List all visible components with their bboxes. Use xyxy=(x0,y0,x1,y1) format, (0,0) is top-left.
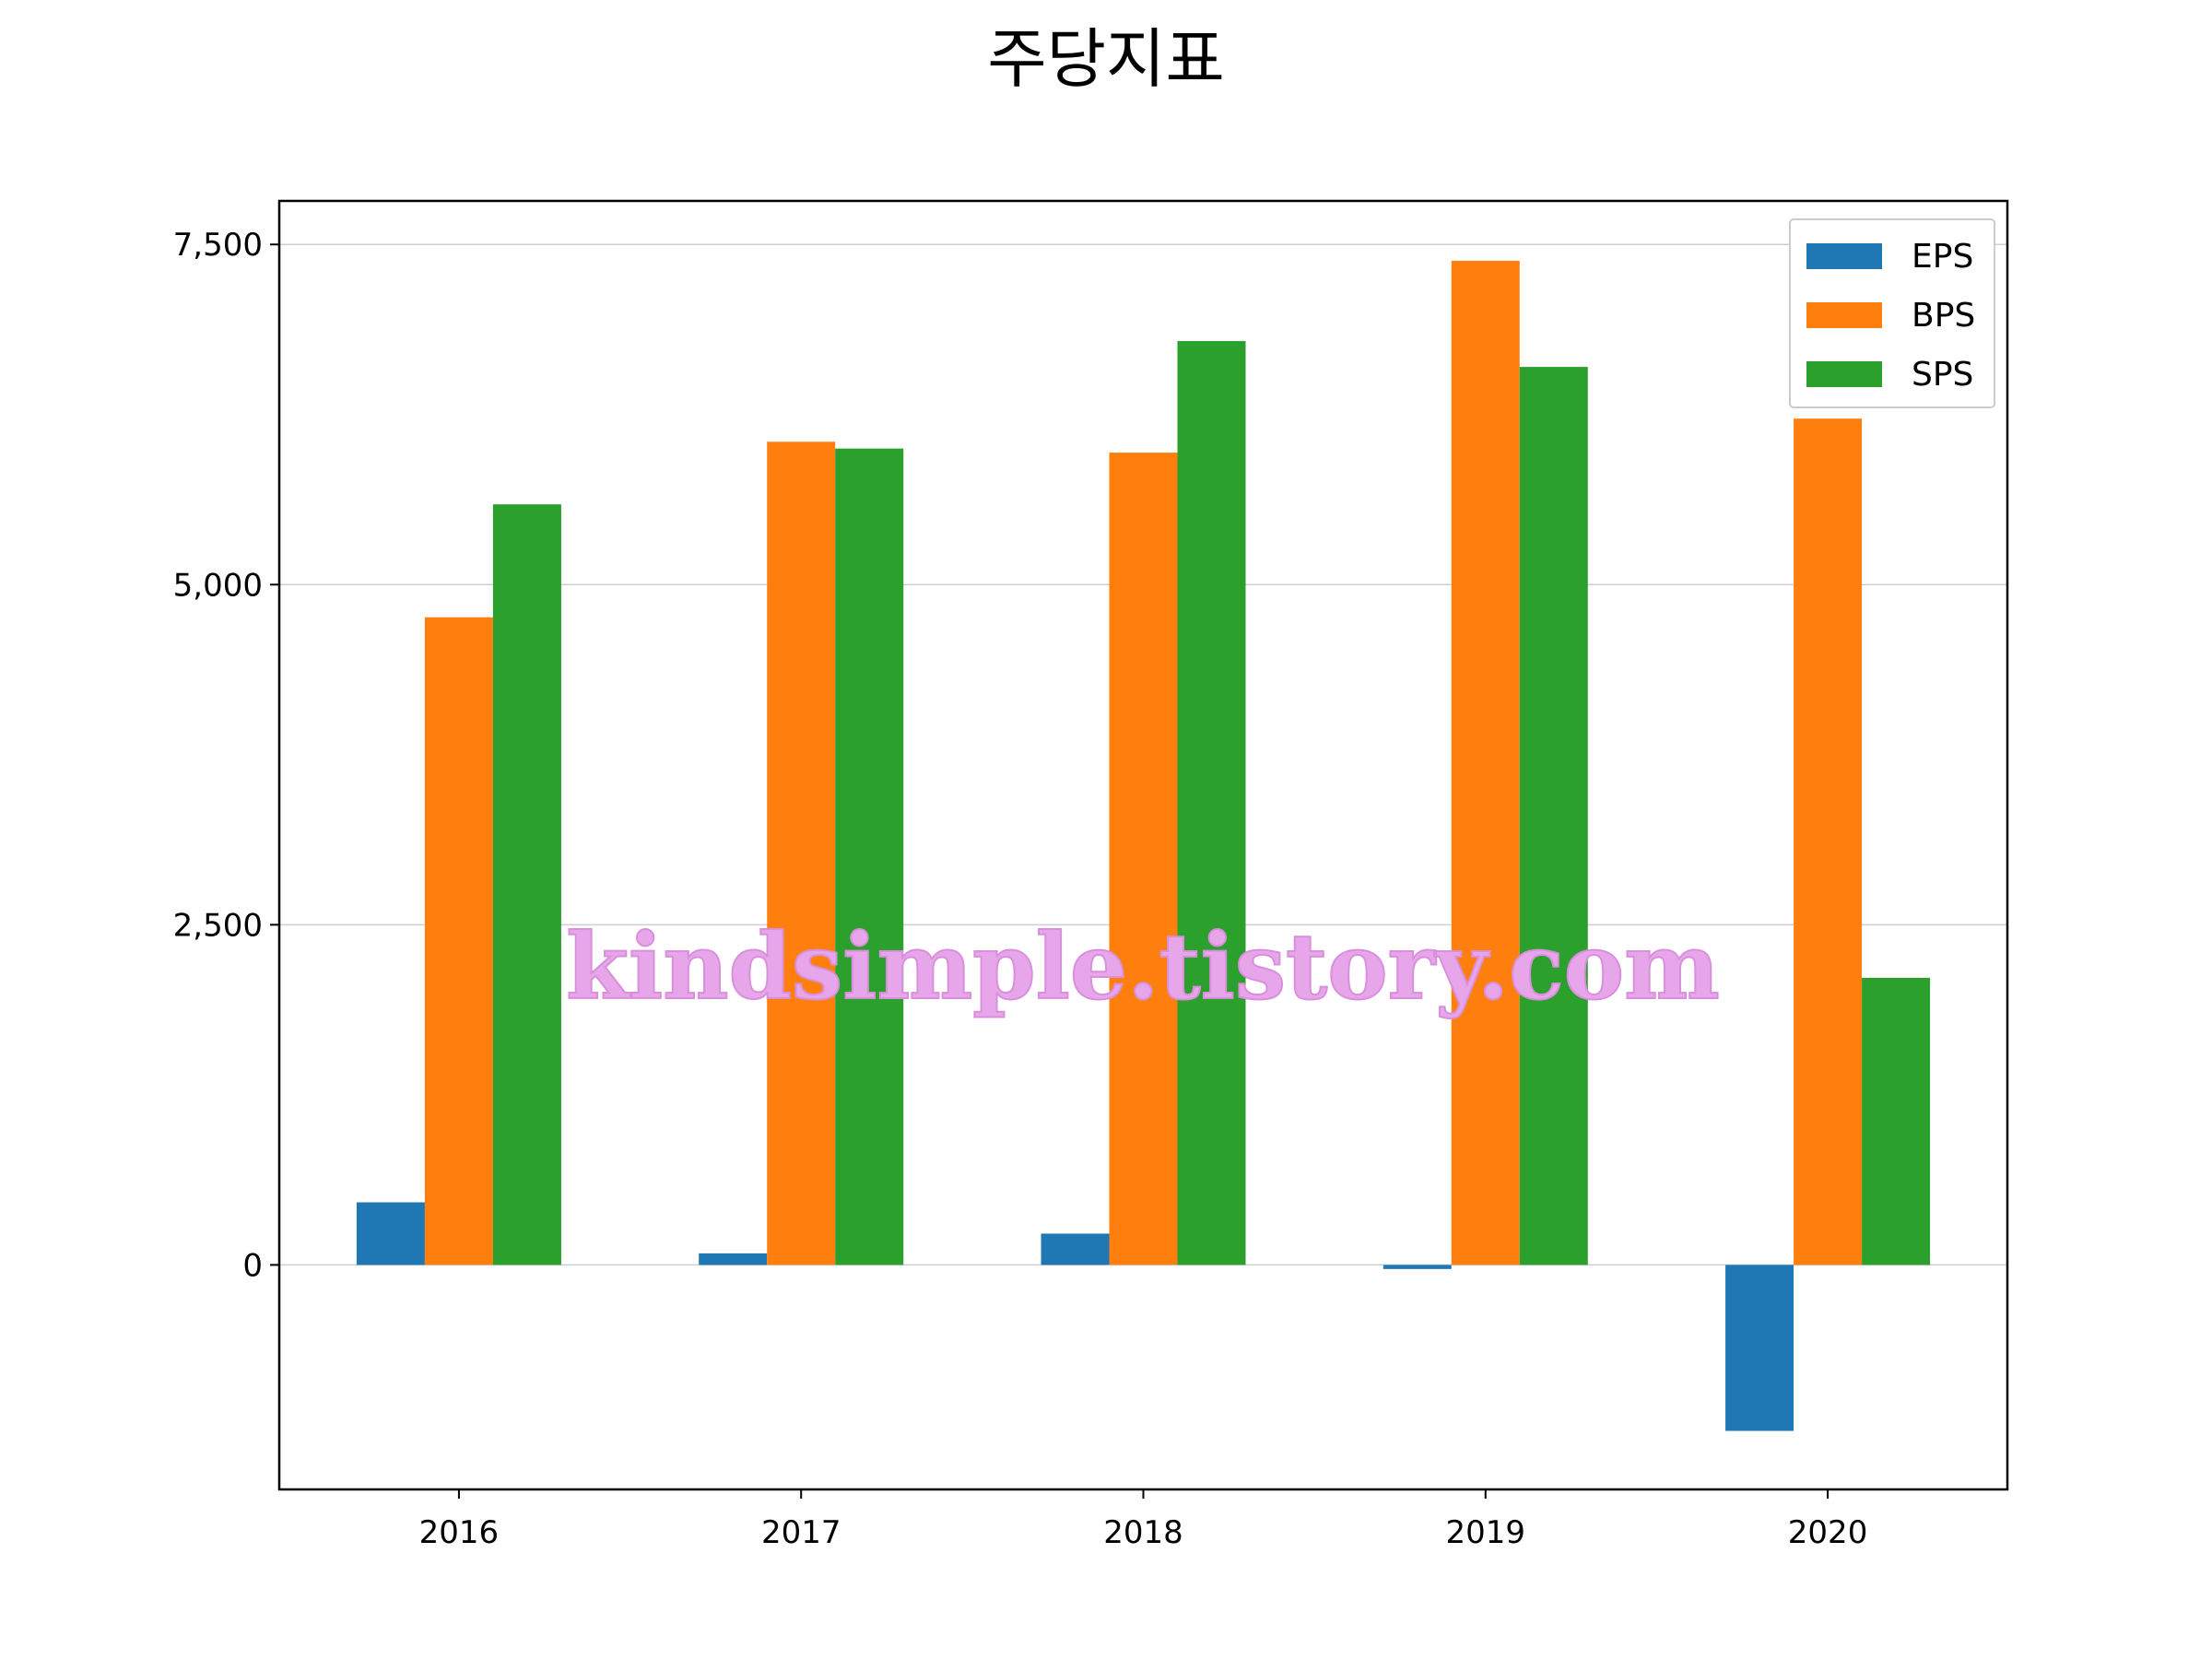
legend-label-bps: BPS xyxy=(1912,297,1975,335)
x-axis: 2016 2017 2018 2019 2020 xyxy=(419,1489,1868,1551)
legend: EPS BPS SPS xyxy=(1789,218,1995,408)
x-tick-label: 2017 xyxy=(761,1514,841,1551)
y-tick-label: 0 xyxy=(242,1247,263,1284)
bar-eps-2018 xyxy=(1041,1233,1110,1265)
bar-sps-2017 xyxy=(835,448,904,1265)
y-tick-label: 5,000 xyxy=(173,567,263,604)
legend-swatch-bps xyxy=(1806,302,1882,328)
x-tick-label: 2016 xyxy=(419,1514,500,1551)
bar-sps-2016 xyxy=(492,504,561,1265)
y-tick-label: 2,500 xyxy=(173,907,263,944)
legend-label-eps: EPS xyxy=(1912,238,1973,276)
x-tick-label: 2019 xyxy=(1446,1514,1526,1551)
y-tick-label: 7,500 xyxy=(173,227,263,264)
bar-sps-2019 xyxy=(1519,367,1588,1265)
bar-bps-2019 xyxy=(1451,260,1520,1265)
bar-bps-2020 xyxy=(1794,418,1863,1265)
x-tick-label: 2020 xyxy=(1788,1514,1868,1551)
bar-sps-2018 xyxy=(1177,341,1246,1265)
legend-swatch-eps xyxy=(1806,243,1882,269)
bar-marks xyxy=(356,260,1931,1431)
bar-eps-2020 xyxy=(1725,1265,1794,1431)
bar-bps-2017 xyxy=(767,441,836,1265)
bar-eps-2019 xyxy=(1382,1265,1452,1269)
x-tick-label: 2018 xyxy=(1103,1514,1183,1551)
y-axis: 0 2,500 5,000 7,500 xyxy=(173,227,279,1284)
bar-eps-2017 xyxy=(699,1253,768,1265)
bar-bps-2018 xyxy=(1109,453,1178,1265)
watermark-text: kindsimple.tistory.com xyxy=(566,914,1720,1020)
chart-title: 주당지표 xyxy=(987,21,1225,97)
legend-swatch-sps xyxy=(1806,361,1882,387)
legend-label-sps: SPS xyxy=(1912,356,1973,394)
bar-bps-2016 xyxy=(424,617,493,1265)
bar-eps-2016 xyxy=(356,1202,425,1265)
bar-sps-2020 xyxy=(1862,977,1931,1265)
